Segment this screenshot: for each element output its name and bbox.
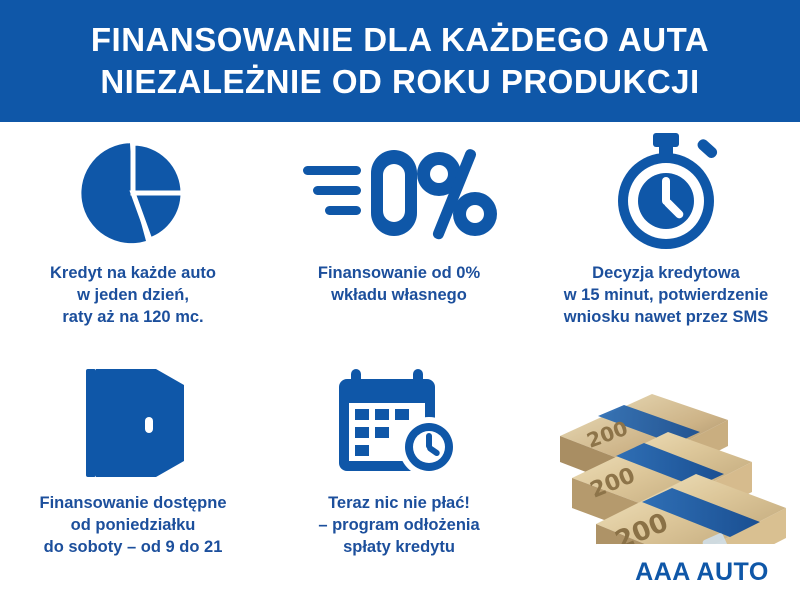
feature-caption-line: Decyzja kredytowa [592,264,740,282]
calendar-clock-icon [266,358,532,488]
aaa-auto-logo: AAA AUTO [575,544,800,600]
feature-caption-line: wkładu własnego [331,286,467,304]
feature-caption-line: wniosku nawet przez SMS [563,308,769,326]
banknote-stack-photo: 200 200 200 [532,358,800,600]
feature-item-zero-percent: Finansowanie od 0% wkładu własnego [266,128,532,306]
feature-caption-line: Finansowanie dostępne [39,494,227,512]
pie-chart-icon [0,128,266,258]
feature-item-credit: Kredyt na każde auto w jeden dzień, raty… [0,128,266,328]
feature-caption-line: w 15 minut, potwierdzenie [563,286,769,304]
stopwatch-icon [532,128,800,258]
feature-caption-line: spłaty kredytu [343,538,455,556]
features-grid: Kredyt na każde auto w jeden dzień, raty… [0,122,800,600]
zero-percent-icon [266,128,532,258]
feature-item-opening-hours: Finansowanie dostępne od poniedziałku do… [0,358,266,558]
header-title-line-2: NIEZALEŻNIE OD ROKU PRODUKCJI [100,63,700,100]
money-photo-area: 200 200 200 [532,358,800,600]
feature-caption-line: w jeden dzień, [77,286,189,304]
header-banner: FINANSOWANIE DLA KAŻDEGO AUTA NIEZALEŻNI… [0,0,800,122]
feature-caption: Finansowanie od 0% wkładu własnego [266,262,532,306]
header-title-line-1: FINANSOWANIE DLA KAŻDEGO AUTA [90,21,710,58]
feature-caption-line: Kredyt na każde auto [50,264,216,282]
feature-caption: Teraz nic nie płać! – program odłożenia … [266,492,532,558]
feature-caption: Finansowanie dostępne od poniedziałku do… [0,492,266,558]
feature-caption-line: raty aż na 120 mc. [62,308,204,326]
feature-caption-line: do soboty – od 9 do 21 [43,538,223,556]
feature-item-deferred-payment: Teraz nic nie płać! – program odłożenia … [266,358,532,558]
feature-caption-line: – program odłożenia [318,516,480,534]
feature-item-fast-decision: Decyzja kredytowa w 15 minut, potwierdze… [532,128,800,328]
open-door-icon [0,358,266,488]
feature-caption-line: Finansowanie od 0% [317,264,481,282]
feature-caption-line: Teraz nic nie płać! [328,494,470,512]
feature-caption: Decyzja kredytowa w 15 minut, potwierdze… [532,262,800,328]
feature-caption-line: od poniedziałku [70,516,196,534]
feature-caption: Kredyt na każde auto w jeden dzień, raty… [0,262,266,328]
logo-text: AAA AUTO [635,557,769,586]
